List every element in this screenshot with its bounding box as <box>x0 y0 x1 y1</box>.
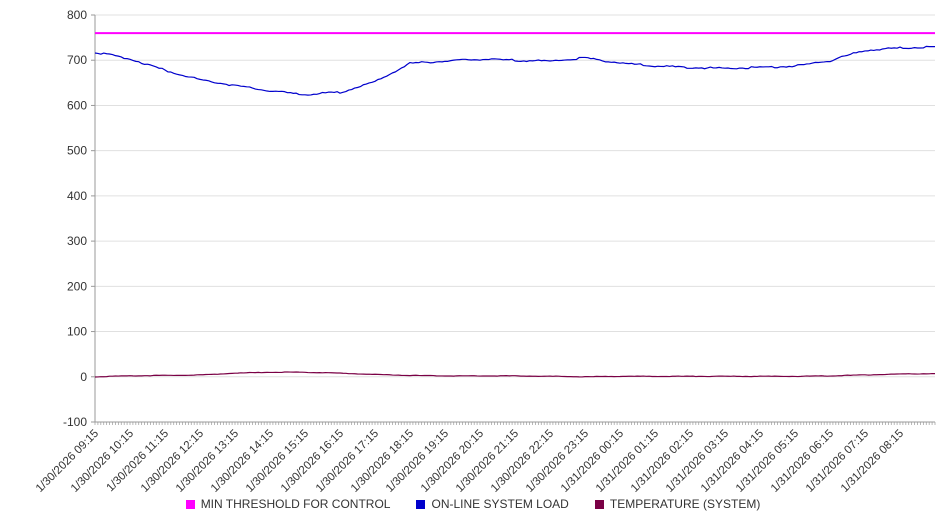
legend-label: TEMPERATURE (SYSTEM) <box>609 497 761 511</box>
svg-text:800: 800 <box>67 8 87 22</box>
legend-label: ON-LINE SYSTEM LOAD <box>431 497 569 511</box>
legend-item[interactable]: MIN THRESHOLD FOR CONTROL <box>185 497 391 511</box>
svg-text:1/30/2026 23:15: 1/30/2026 23:15 <box>524 428 591 495</box>
svg-text:-100: -100 <box>63 415 87 429</box>
svg-text:1/30/2026 09:15: 1/30/2026 09:15 <box>34 428 101 495</box>
svg-text:200: 200 <box>67 279 87 293</box>
legend-swatch-icon <box>185 499 195 509</box>
svg-text:700: 700 <box>67 53 87 67</box>
legend-swatch-icon <box>594 499 604 509</box>
svg-text:1/30/2026 19:15: 1/30/2026 19:15 <box>384 428 451 495</box>
svg-text:1/31/2026 08:15: 1/31/2026 08:15 <box>839 428 906 495</box>
svg-text:1/30/2026 15:15: 1/30/2026 15:15 <box>244 428 311 495</box>
legend-item[interactable]: ON-LINE SYSTEM LOAD <box>416 497 569 511</box>
svg-text:1/30/2026 16:15: 1/30/2026 16:15 <box>279 428 346 495</box>
svg-text:1/31/2026 04:15: 1/31/2026 04:15 <box>699 428 766 495</box>
svg-text:600: 600 <box>67 98 87 112</box>
svg-text:1/30/2026 12:15: 1/30/2026 12:15 <box>139 428 206 495</box>
svg-text:1/30/2026 20:15: 1/30/2026 20:15 <box>419 428 486 495</box>
svg-text:1/31/2026 03:15: 1/31/2026 03:15 <box>664 428 731 495</box>
svg-text:300: 300 <box>67 234 87 248</box>
svg-text:1/31/2026 05:15: 1/31/2026 05:15 <box>734 428 801 495</box>
legend-item[interactable]: TEMPERATURE (SYSTEM) <box>594 497 761 511</box>
svg-text:1/30/2026 10:15: 1/30/2026 10:15 <box>69 428 136 495</box>
svg-text:1/31/2026 01:15: 1/31/2026 01:15 <box>594 428 661 495</box>
svg-text:500: 500 <box>67 144 87 158</box>
svg-text:100: 100 <box>67 325 87 339</box>
svg-text:1/30/2026 11:15: 1/30/2026 11:15 <box>104 428 171 495</box>
svg-text:1/30/2026 21:15: 1/30/2026 21:15 <box>454 428 521 495</box>
svg-text:1/30/2026 14:15: 1/30/2026 14:15 <box>209 428 276 495</box>
svg-text:1/30/2026 13:15: 1/30/2026 13:15 <box>174 428 241 495</box>
svg-text:400: 400 <box>67 189 87 203</box>
svg-text:1/30/2026 18:15: 1/30/2026 18:15 <box>349 428 416 495</box>
svg-text:1/30/2026 17:15: 1/30/2026 17:15 <box>314 428 381 495</box>
svg-text:1/30/2026 22:15: 1/30/2026 22:15 <box>489 428 556 495</box>
svg-text:0: 0 <box>80 370 87 384</box>
chart-legend: MIN THRESHOLD FOR CONTROL ON-LINE SYSTEM … <box>0 497 946 511</box>
svg-text:1/31/2026 02:15: 1/31/2026 02:15 <box>629 428 696 495</box>
svg-text:1/31/2026 06:15: 1/31/2026 06:15 <box>769 428 836 495</box>
svg-text:1/31/2026 00:15: 1/31/2026 00:15 <box>559 428 626 495</box>
svg-text:1/31/2026 07:15: 1/31/2026 07:15 <box>804 428 871 495</box>
legend-swatch-icon <box>416 499 426 509</box>
legend-label: MIN THRESHOLD FOR CONTROL <box>200 497 391 511</box>
